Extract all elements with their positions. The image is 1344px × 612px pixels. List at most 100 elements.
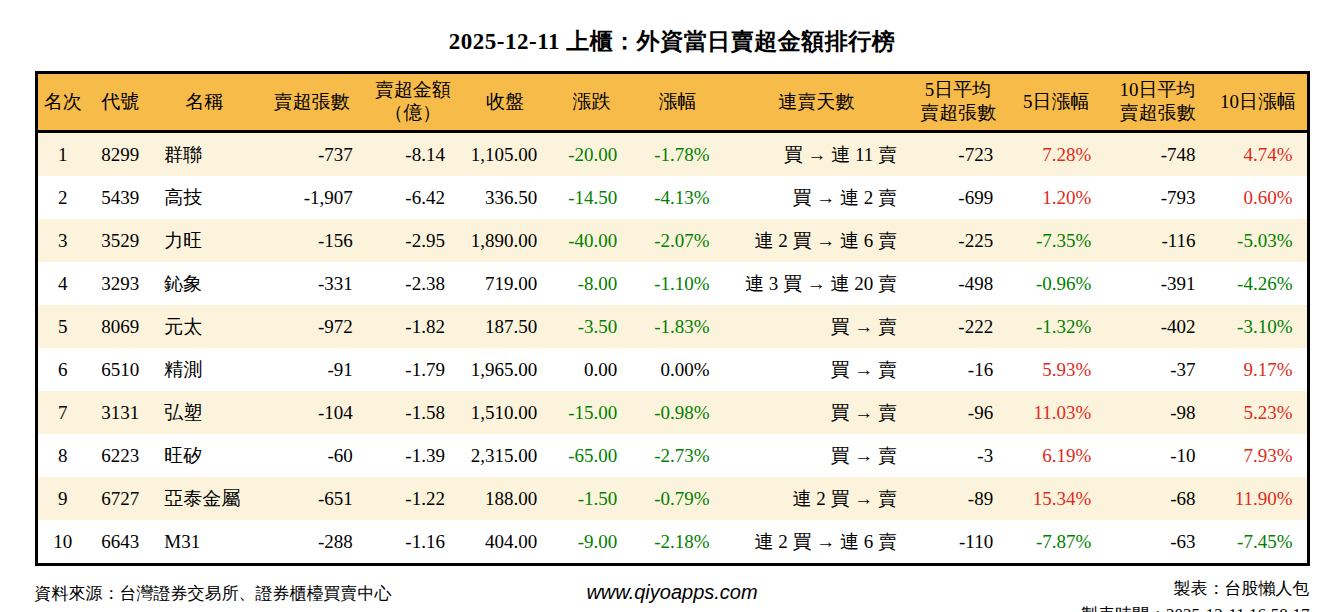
cell-avg10-qty-row-8: -10 — [1105, 434, 1209, 477]
page-title: 2025-12-11 上櫃：外資當日賣超金額排行榜 — [0, 0, 1344, 57]
cell-avg5-qty-row-7: -96 — [909, 391, 1007, 434]
cell-pct5-row-8: 6.19% — [1007, 434, 1105, 477]
column-header-pct5: 5日漲幅 — [1007, 73, 1105, 132]
cell-pct10-row-4: -4.26% — [1210, 262, 1308, 305]
column-header-change-pct: 漲幅 — [631, 73, 723, 132]
cell-pct10-row-5: -3.10% — [1210, 305, 1308, 348]
cell-pct5-row-7: 11.03% — [1007, 391, 1105, 434]
cell-avg10-qty-row-2: -793 — [1105, 176, 1209, 219]
cell-pct10-row-1: 4.74% — [1210, 132, 1308, 177]
cell-name-row-1: 群聯 — [152, 132, 256, 177]
cell-code-row-9: 6727 — [88, 477, 152, 520]
cell-rank-row-7: 7 — [36, 391, 88, 434]
cell-sell-qty-row-1: -737 — [256, 132, 366, 177]
cell-sell-amount-row-1: -8.14 — [367, 132, 459, 177]
cell-sell-qty-row-3: -156 — [256, 219, 366, 262]
cell-change-pct-row-2: -4.13% — [631, 176, 723, 219]
cell-name-row-8: 旺矽 — [152, 434, 256, 477]
cell-rank-row-5: 5 — [36, 305, 88, 348]
cell-code-row-2: 5439 — [88, 176, 152, 219]
cell-code-row-7: 3131 — [88, 391, 152, 434]
cell-close-row-10: 404.00 — [459, 520, 551, 565]
cell-change-row-1: -20.00 — [551, 132, 631, 177]
cell-rank-row-2: 2 — [36, 176, 88, 219]
cell-name-row-10: M31 — [152, 520, 256, 565]
cell-rank-row-9: 9 — [36, 477, 88, 520]
website-link[interactable]: www.qiyoapps.com — [586, 581, 757, 604]
cell-name-row-4: 鈊象 — [152, 262, 256, 305]
cell-streak-row-2: 買 → 連 2 賣 — [724, 176, 909, 219]
cell-name-row-6: 精測 — [152, 348, 256, 391]
cell-avg10-qty-row-1: -748 — [1105, 132, 1209, 177]
table-row-10: 106643M31-288-1.16404.00-9.00-2.18%連 2 買… — [36, 520, 1308, 565]
cell-change-pct-row-4: -1.10% — [631, 262, 723, 305]
cell-change-row-5: -3.50 — [551, 305, 631, 348]
cell-close-row-3: 1,890.00 — [459, 219, 551, 262]
header-row: 名次代號名稱賣超張數賣超金額（億）收盤漲跌漲幅連賣天數5日平均賣超張數5日漲幅1… — [36, 73, 1308, 132]
cell-avg10-qty-row-7: -98 — [1105, 391, 1209, 434]
column-header-code: 代號 — [88, 73, 152, 132]
cell-change-row-4: -8.00 — [551, 262, 631, 305]
cell-code-row-6: 6510 — [88, 348, 152, 391]
cell-streak-row-7: 買 → 賣 — [724, 391, 909, 434]
cell-change-pct-row-9: -0.79% — [631, 477, 723, 520]
cell-close-row-5: 187.50 — [459, 305, 551, 348]
cell-pct5-row-10: -7.87% — [1007, 520, 1105, 565]
cell-sell-qty-row-10: -288 — [256, 520, 366, 565]
cell-close-row-4: 719.00 — [459, 262, 551, 305]
cell-streak-row-5: 買 → 賣 — [724, 305, 909, 348]
cell-code-row-10: 6643 — [88, 520, 152, 565]
cell-change-row-6: 0.00 — [551, 348, 631, 391]
footer: 資料來源：台灣證券交易所、證券櫃檯買賣中心 www.qiyoapps.com 製… — [35, 576, 1310, 612]
table-row-8: 86223旺矽-60-1.392,315.00-65.00-2.73%買 → 賣… — [36, 434, 1308, 477]
data-source-note: 資料來源：台灣證券交易所、證券櫃檯買賣中心 — [35, 576, 392, 605]
maker-credit: 製表：台股懶人包 — [1081, 576, 1309, 602]
column-header-sell-amount: 賣超金額（億） — [367, 73, 459, 132]
column-header-close: 收盤 — [459, 73, 551, 132]
foreign-net-sell-ranking-table: 名次代號名稱賣超張數賣超金額（億）收盤漲跌漲幅連賣天數5日平均賣超張數5日漲幅1… — [35, 71, 1310, 566]
cell-change-row-7: -15.00 — [551, 391, 631, 434]
cell-rank-row-1: 1 — [36, 132, 88, 177]
cell-avg10-qty-row-5: -402 — [1105, 305, 1209, 348]
cell-pct10-row-6: 9.17% — [1210, 348, 1308, 391]
cell-sell-amount-row-6: -1.79 — [367, 348, 459, 391]
cell-sell-qty-row-4: -331 — [256, 262, 366, 305]
table-row-5: 58069元太-972-1.82187.50-3.50-1.83%買 → 賣-2… — [36, 305, 1308, 348]
cell-pct5-row-3: -7.35% — [1007, 219, 1105, 262]
cell-sell-amount-row-4: -2.38 — [367, 262, 459, 305]
cell-rank-row-6: 6 — [36, 348, 88, 391]
cell-avg5-qty-row-6: -16 — [909, 348, 1007, 391]
cell-change-pct-row-10: -2.18% — [631, 520, 723, 565]
cell-change-pct-row-1: -1.78% — [631, 132, 723, 177]
column-header-avg5-qty: 5日平均賣超張數 — [909, 73, 1007, 132]
column-header-streak: 連賣天數 — [724, 73, 909, 132]
cell-sell-qty-row-2: -1,907 — [256, 176, 366, 219]
cell-avg10-qty-row-10: -63 — [1105, 520, 1209, 565]
cell-sell-qty-row-8: -60 — [256, 434, 366, 477]
cell-change-row-8: -65.00 — [551, 434, 631, 477]
cell-rank-row-8: 8 — [36, 434, 88, 477]
cell-avg10-qty-row-3: -116 — [1105, 219, 1209, 262]
cell-sell-amount-row-9: -1.22 — [367, 477, 459, 520]
cell-sell-qty-row-9: -651 — [256, 477, 366, 520]
cell-code-row-3: 3529 — [88, 219, 152, 262]
cell-change-pct-row-8: -2.73% — [631, 434, 723, 477]
cell-streak-row-9: 連 2 買 → 賣 — [724, 477, 909, 520]
column-header-sell-qty: 賣超張數 — [256, 73, 366, 132]
cell-streak-row-6: 買 → 賣 — [724, 348, 909, 391]
cell-name-row-3: 力旺 — [152, 219, 256, 262]
cell-rank-row-4: 4 — [36, 262, 88, 305]
cell-code-row-1: 8299 — [88, 132, 152, 177]
cell-avg10-qty-row-4: -391 — [1105, 262, 1209, 305]
cell-change-pct-row-5: -1.83% — [631, 305, 723, 348]
cell-close-row-8: 2,315.00 — [459, 434, 551, 477]
column-header-rank: 名次 — [36, 73, 88, 132]
cell-close-row-1: 1,105.00 — [459, 132, 551, 177]
table-row-1: 18299群聯-737-8.141,105.00-20.00-1.78%買 → … — [36, 132, 1308, 177]
cell-avg10-qty-row-9: -68 — [1105, 477, 1209, 520]
page: 2025-12-11 上櫃：外資當日賣超金額排行榜 名次代號名稱賣超張數賣超金額… — [0, 0, 1344, 612]
cell-name-row-7: 弘塑 — [152, 391, 256, 434]
table-row-6: 66510精測-91-1.791,965.000.000.00%買 → 賣-16… — [36, 348, 1308, 391]
table-row-3: 33529力旺-156-2.951,890.00-40.00-2.07%連 2 … — [36, 219, 1308, 262]
cell-avg5-qty-row-8: -3 — [909, 434, 1007, 477]
